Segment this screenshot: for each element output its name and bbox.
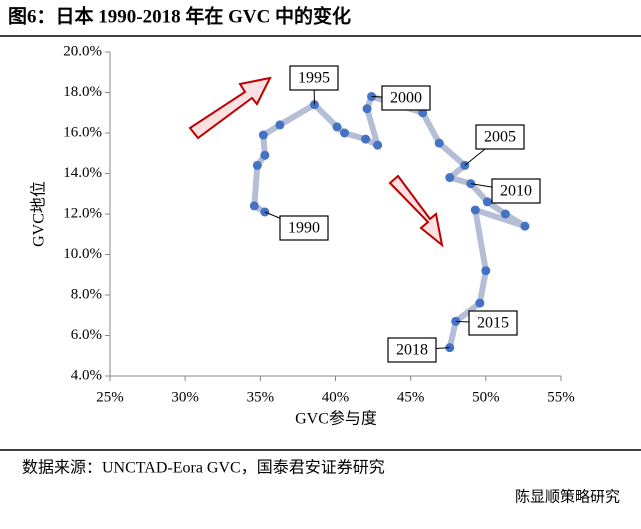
data-point (332, 122, 342, 132)
data-point (373, 140, 383, 150)
y-tick-label: 6.0% (71, 327, 102, 343)
source: 数据来源：UNCTAD-Eora GVC，国泰君安证券研究 (22, 459, 385, 477)
data-point (482, 197, 492, 207)
label-box (468, 310, 518, 336)
y-tick-label: 16.0% (63, 124, 102, 140)
y-tick-label: 10.0% (63, 246, 102, 262)
data-point (260, 150, 270, 160)
x-tick-label: 50% (472, 389, 500, 405)
y-tick-label: 12.0% (63, 205, 102, 221)
label-box (491, 178, 541, 204)
y-tick-label: 4.0% (71, 367, 102, 383)
x-tick-label: 45% (397, 389, 425, 405)
x-axis-label: GVC参与度 (295, 410, 377, 428)
label-box (279, 215, 329, 241)
point-label: 1995 (298, 70, 330, 87)
watermark: 陈显顺策略研究 (515, 487, 620, 505)
x-tick-label: 40% (322, 389, 350, 405)
point-label: 2018 (396, 342, 428, 359)
data-point (481, 266, 491, 276)
y-axis-label: GVC地位 (30, 181, 48, 247)
y-tick-label: 14.0% (63, 165, 102, 181)
data-point (445, 173, 455, 183)
data-point (249, 201, 259, 211)
x-tick-label: 30% (171, 389, 199, 405)
data-point (470, 205, 480, 215)
data-point (520, 221, 530, 231)
label-box (475, 124, 525, 150)
data-point (275, 120, 285, 130)
point-label: 1990 (288, 220, 320, 237)
x-tick-label: 55% (547, 389, 575, 405)
point-label: 2005 (484, 129, 516, 146)
data-point (434, 138, 444, 148)
data-point (362, 104, 372, 114)
point-label: 2010 (500, 183, 532, 200)
data-point (258, 130, 268, 140)
trend-arrow (188, 76, 272, 140)
label-box (381, 85, 431, 111)
y-tick-label: 8.0% (71, 286, 102, 302)
label-box (387, 337, 437, 363)
trend-arrow (388, 174, 444, 248)
data-point (500, 209, 510, 219)
label-box (289, 65, 339, 91)
x-tick-label: 25% (96, 389, 124, 405)
y-tick-label: 18.0% (63, 84, 102, 100)
data-point (340, 128, 350, 138)
point-label: 2000 (390, 90, 422, 107)
data-point (252, 160, 262, 170)
point-label: 2015 (477, 315, 509, 332)
data-point (475, 298, 485, 308)
y-tick-label: 20.0% (63, 43, 102, 59)
data-point (361, 134, 371, 144)
x-tick-label: 35% (247, 389, 275, 405)
chart-title: 图6：日本 1990-2018 年在 GVC 中的变化 (8, 4, 351, 27)
